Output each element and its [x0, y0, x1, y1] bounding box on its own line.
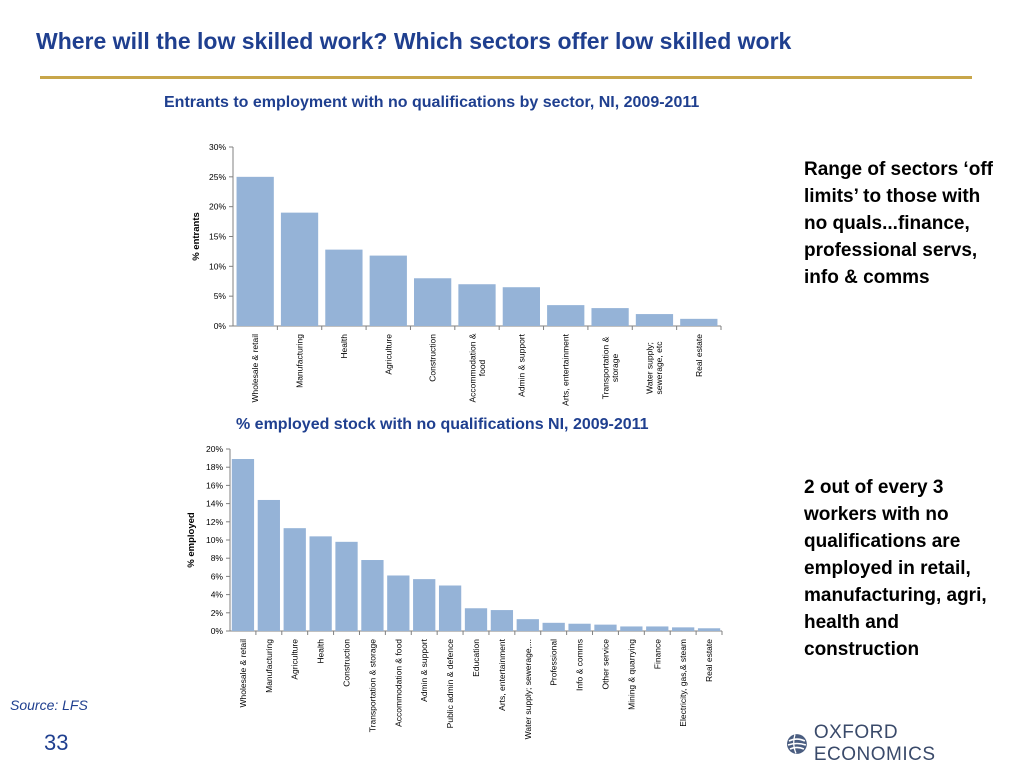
employed-category-label: Other service [600, 639, 610, 690]
entrants-bar [547, 305, 585, 326]
employed-category-label: Water supply; sewerage,... [523, 639, 533, 739]
entrants-category-label: Wholesale & retail [250, 334, 260, 403]
entrants-y-tick-label: 30% [209, 142, 226, 152]
entrants-category-label: Water supply;sewerage, etc [645, 341, 665, 395]
employed-category-label: Info & comms [575, 639, 585, 691]
slide-title: Where will the low skilled work? Which s… [36, 28, 792, 54]
entrants-category-label: Agriculture [383, 334, 393, 375]
employed-y-tick-label: 20% [206, 444, 223, 454]
entrants-category-label: Arts, entertainment [561, 333, 571, 405]
employed-y-tick-label: 14% [206, 499, 223, 509]
entrants-y-tick-label: 25% [209, 172, 226, 182]
note-off-limits: Range of sectors ‘off limits’ to those w… [804, 159, 993, 288]
employed-category-label: Wholesale & retail [238, 639, 248, 708]
employed-category-label: Accommodation & food [393, 639, 403, 727]
entrants-bar [414, 278, 452, 326]
note-two-out-of-three: 2 out of every 3 workers with no qualifi… [804, 477, 987, 660]
employed-category-label: Education [471, 639, 481, 677]
employed-y-tick-label: 6% [211, 571, 224, 581]
employed-category-label: Admin & support [419, 638, 429, 701]
employed-y-tick-label: 16% [206, 480, 223, 490]
entrants-bar [458, 284, 496, 326]
entrants-category-label: Health [339, 334, 349, 359]
employed-category-label: Real estate [704, 639, 714, 682]
title-divider [40, 76, 972, 79]
employed-category-label: Public admin & defence [445, 639, 455, 729]
employed-category-label: Electricity, gas,& steam [678, 639, 688, 727]
employed-y-tick-label: 2% [211, 608, 224, 618]
entrants-bar [635, 314, 674, 326]
entrants-bar [680, 318, 718, 326]
entrants-y-tick-label: 20% [209, 202, 226, 212]
employed-bar [309, 536, 332, 631]
employed-bar [413, 579, 436, 631]
employed-bar [620, 626, 643, 631]
employed-y-tick-label: 0% [211, 626, 224, 636]
entrants-y-tick-label: 15% [209, 232, 226, 242]
employed-bar [516, 619, 539, 631]
employed-bar [361, 560, 384, 631]
employed-category-label: Construction [342, 639, 352, 687]
entrants-category-label: Manufacturing [295, 334, 305, 388]
entrants-category-label: Real estate [694, 334, 704, 377]
entrants-y-tick-label: 0% [214, 321, 227, 331]
source-label: Source: LFS [10, 697, 88, 713]
employed-category-label: Agriculture [290, 639, 300, 680]
employed-bar [438, 585, 462, 631]
employed-category-label: Professional [549, 639, 559, 686]
employed-category-label: Manufacturing [264, 639, 274, 693]
employed-category-label: Health [316, 639, 326, 664]
employed-bar [594, 624, 617, 631]
employed-bar [646, 626, 669, 631]
employed-bar [697, 628, 721, 631]
entrants-category-label: Transportation &storage [600, 336, 620, 399]
entrants-bar [502, 287, 540, 326]
chart1-title: Entrants to employment with no qualifica… [164, 94, 700, 111]
entrants-y-tick-label: 5% [214, 291, 227, 301]
employed-y-tick-label: 8% [211, 553, 224, 563]
employed-y-tick-label: 4% [211, 590, 224, 600]
globe-icon [786, 734, 807, 754]
employed-bar [672, 627, 695, 631]
employed-y-tick-label: 10% [206, 535, 223, 545]
employed-bar [387, 575, 410, 631]
entrants-bar [236, 176, 274, 326]
employed-category-label: Arts, entertainment [497, 638, 507, 710]
entrants-bar [591, 308, 629, 326]
employed-category-label: Transportation & storage [367, 639, 377, 733]
employed-y-tick-label: 12% [206, 517, 223, 527]
entrants-bar [325, 249, 363, 326]
oxford-economics-logo: OXFORD ECONOMICS [786, 722, 1024, 766]
employed-bar [231, 459, 255, 631]
employed-bar [490, 610, 514, 631]
employed-bar [568, 623, 591, 631]
logo-text: OXFORD ECONOMICS [813, 722, 936, 765]
entrants-bar [369, 255, 407, 326]
employed-bar [283, 528, 306, 631]
chart2-title: % employed stock with no qualifications … [236, 416, 649, 433]
employed-category-label: Finance [652, 639, 662, 670]
employed-bar [257, 499, 280, 631]
employed-category-label: Mining & quarrying [626, 639, 636, 710]
employed-y-axis-label: % employed [186, 512, 197, 568]
employed-bar [464, 608, 488, 631]
entrants-category-label: Accommodation &food [467, 333, 487, 402]
entrants-category-label: Construction [428, 334, 438, 382]
entrants-bar [280, 212, 319, 326]
entrants-y-tick-label: 10% [209, 261, 226, 271]
entrants-y-axis-label: % entrants [191, 212, 202, 261]
employed-bar [542, 622, 565, 631]
entrants-category-label: Admin & support [516, 333, 526, 396]
employed-y-tick-label: 18% [206, 462, 223, 472]
page-number: 33 [44, 730, 69, 755]
employed-bar [335, 541, 358, 631]
